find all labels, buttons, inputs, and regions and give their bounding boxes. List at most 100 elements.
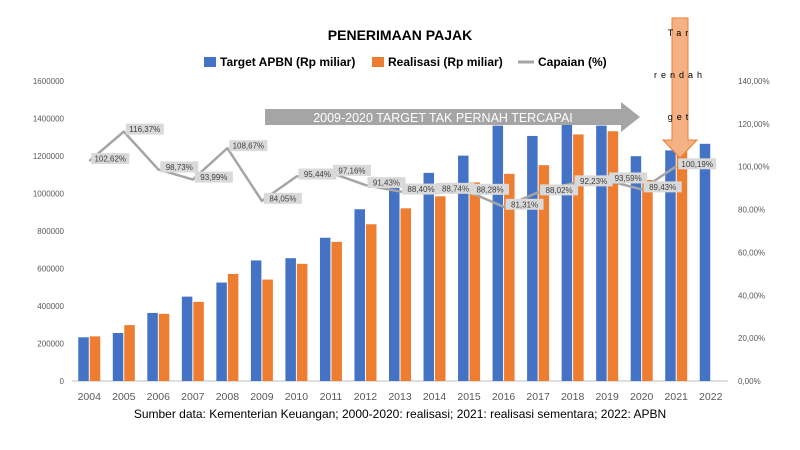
bar-target [458,155,469,381]
bar-target [319,237,331,381]
capaian-label-box [91,153,130,165]
legend-label-capaian: Capaian (%) [538,55,607,69]
y-left-tick-label: 1000000 [33,190,65,199]
bar-target [389,186,400,381]
x-tick-label: 2006 [147,391,171,403]
bar-target [285,258,296,381]
y-left-tick-label: 1200000 [33,152,65,161]
annotation-arrow: 2009-2020 TARGET TAK PERNAH TERCAPAI [265,102,640,132]
target-arrow-line-1: Tar [668,28,693,38]
bar-realisasi [642,180,653,381]
bars-target [78,124,711,381]
capaian-data-label: 88,40% [402,183,440,195]
y-axis-left: 0 200000 400000 600000 800000 1000000 1200000 1… [33,77,65,386]
capaian-label-box [643,181,682,193]
bars-realisasi [89,131,688,381]
capaian-label-box [540,184,579,196]
capaian-label-box [298,168,337,180]
bar-realisasi [296,263,308,381]
capaian-label-box [609,172,648,184]
capaian-label-text: 97,16% [338,166,365,175]
capaian-data-label: 88,02% [540,184,579,196]
bar-realisasi [538,165,550,381]
x-tick-label: 2019 [595,391,619,403]
capaian-label-text: 92,23% [580,177,607,186]
capaian-data-label: 89,43% [643,181,682,193]
x-tick-label: 2020 [630,391,654,403]
capaian-label-box [125,123,164,135]
capaian-label-box [436,182,475,194]
capaian-data-label: 84,05% [263,192,302,204]
x-tick-label: 2012 [354,391,378,403]
capaian-data-label: 102,62% [91,153,130,165]
capaian-line-group: 102,62% 116,37% 98,73% 93,99% 108,67% 84,05% 9… [88,123,717,210]
legend-label-target: Target APBN (Rp miliar) [220,55,355,69]
capaian-label-text: 88,02% [546,186,573,195]
target-arrow-line-2: rendah [654,70,706,80]
capaian-label-text: 89,43% [649,183,676,192]
annotation-arrow-text: 2009-2020 TARGET TAK PERNAH TERCAPAI [313,111,573,125]
bar-realisasi [124,325,135,381]
bar-target [630,156,642,381]
bar-realisasi [89,336,101,381]
bar-realisasi [331,241,342,381]
y-right-tick-label: 100,00% [738,163,770,172]
capaian-data-label: 98,73% [160,161,199,173]
bar-realisasi [676,150,688,381]
y-left-tick-label: 0 [60,377,65,386]
y-right-tick-label: 120,00% [738,120,770,129]
capaian-label-box [367,177,406,189]
capaian-label-text: 116,37% [129,125,160,134]
bar-realisasi [227,273,239,381]
bar-target [699,143,711,381]
bar-target [112,333,124,381]
y-left-tick-label: 1400000 [33,115,65,124]
x-tick-label: 2018 [561,391,585,403]
bar-target [147,312,158,381]
x-tick-label: 2011 [320,391,343,403]
bar-target [423,172,435,381]
y-left-tick-label: 1600000 [33,77,65,86]
bar-realisasi [400,208,411,381]
bar-realisasi [607,131,619,381]
x-tick-label: 2004 [78,391,102,403]
x-tick-label: 2015 [457,391,481,403]
capaian-data-label: 81,31% [505,198,544,210]
y-right-tick-label: 80,00% [738,206,765,215]
bar-target [216,282,227,381]
capaian-label-box [332,164,371,176]
x-tick-label: 2009 [250,391,274,403]
bar-target [354,209,365,381]
target-arrow-line-3: get [668,112,693,122]
capaian-data-label: 97,16% [332,164,371,176]
capaian-data-label: 93,59% [609,172,648,184]
chart-title: PENERIMAAN PAJAK [328,27,472,43]
capaian-data-label: 88,28% [471,183,510,195]
x-tick-label: 2007 [181,391,205,403]
target-arrow-shape [661,17,699,159]
capaian-label-box [160,161,199,173]
capaian-data-label: 95,44% [298,168,337,180]
x-tick-label: 2022 [699,391,723,403]
x-tick-label: 2016 [492,391,516,403]
capaian-label-box [229,140,268,152]
capaian-label-box [574,175,613,187]
y-left-tick-label: 200000 [37,340,64,349]
legend: Target APBN (Rp miliar) Realisasi (Rp mi… [204,55,607,69]
bar-target [665,150,676,381]
capaian-label-text: 81,31% [511,200,538,209]
capaian-label-text: 100,19% [681,160,713,169]
bar-target [596,125,607,381]
bar-target [527,135,538,381]
capaian-data-label: 91,43% [367,177,406,189]
bar-target [492,125,504,381]
capaian-label-box [678,158,717,170]
capaian-label-text: 102,62% [94,155,126,164]
annotation-arrow-shape [265,102,640,132]
bar-realisasi [435,196,446,381]
bar-target [181,296,193,381]
capaian-label-text: 91,43% [373,179,400,188]
legend-swatch-target [204,57,216,67]
y-right-tick-label: 40,00% [738,291,765,300]
